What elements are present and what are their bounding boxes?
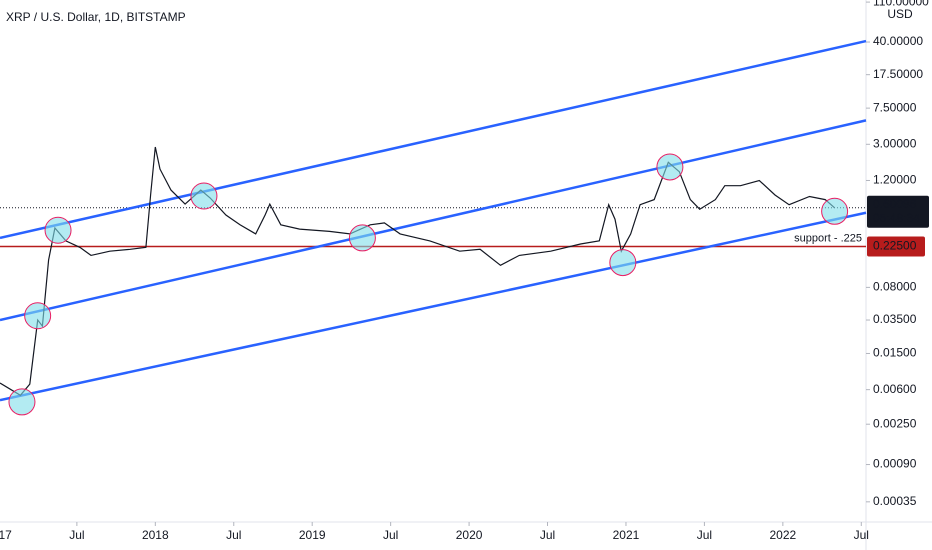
x-tick-label: Jul: [854, 528, 869, 542]
x-tick-label: 2020: [456, 528, 483, 542]
y-tick-label: 0.03500: [873, 312, 917, 326]
highlight-circle: [348, 224, 376, 252]
x-tick-label: 2018: [142, 528, 169, 542]
y-tick-label: 110.00000: [873, 0, 929, 8]
chart-title: XRP / U.S. Dollar, 1D, BITSTAMP: [6, 10, 186, 24]
y-tick-label: 0.00035: [873, 494, 917, 508]
y-tick-label: 3.00000: [873, 136, 917, 150]
y-tick-label: 1.20000: [873, 173, 917, 187]
x-tick-label: Jul: [69, 528, 84, 542]
y-tick-label: 7.50000: [873, 100, 917, 114]
channel-line: [0, 39, 867, 240]
price-line: [0, 146, 835, 397]
x-tick-label: Jul: [540, 528, 555, 542]
y-tick-label: 17.50000: [873, 67, 923, 81]
last-price-label: 0.60086: [873, 197, 917, 211]
support-axis-box: [867, 236, 925, 257]
channel-line: [0, 119, 867, 322]
y-unit: USD: [887, 7, 913, 21]
x-tick-label: 2021: [613, 528, 640, 542]
highlight-circle: [44, 216, 72, 244]
y-tick-label: 0.01500: [873, 346, 917, 360]
y-tick-label: 0.00090: [873, 457, 917, 471]
x-tick-label: Jul: [697, 528, 712, 542]
countdown-label: 05:48:34: [873, 211, 920, 225]
y-tick-label: 40.00000: [873, 34, 923, 48]
x-tick-label: 2017: [0, 528, 12, 542]
channel-line: [0, 211, 867, 402]
highlight-circle: [190, 182, 218, 210]
support-label: support - .225: [794, 232, 862, 244]
highlight-circle: [24, 302, 52, 330]
x-tick-label: 2022: [769, 528, 796, 542]
highlight-circle: [8, 388, 36, 416]
last-price-box: [867, 195, 929, 228]
y-tick-label: 0.08000: [873, 280, 917, 294]
x-tick-label: 2019: [299, 528, 326, 542]
highlight-circle: [821, 197, 849, 225]
highlight-circle: [656, 153, 684, 181]
y-tick-label: 0.00600: [873, 382, 917, 396]
x-tick-label: Jul: [383, 528, 398, 542]
support-axis-label: 0.22500: [873, 239, 917, 253]
y-tick-label: 0.00250: [873, 416, 917, 430]
highlight-circle: [609, 249, 637, 277]
x-tick-label: Jul: [226, 528, 241, 542]
